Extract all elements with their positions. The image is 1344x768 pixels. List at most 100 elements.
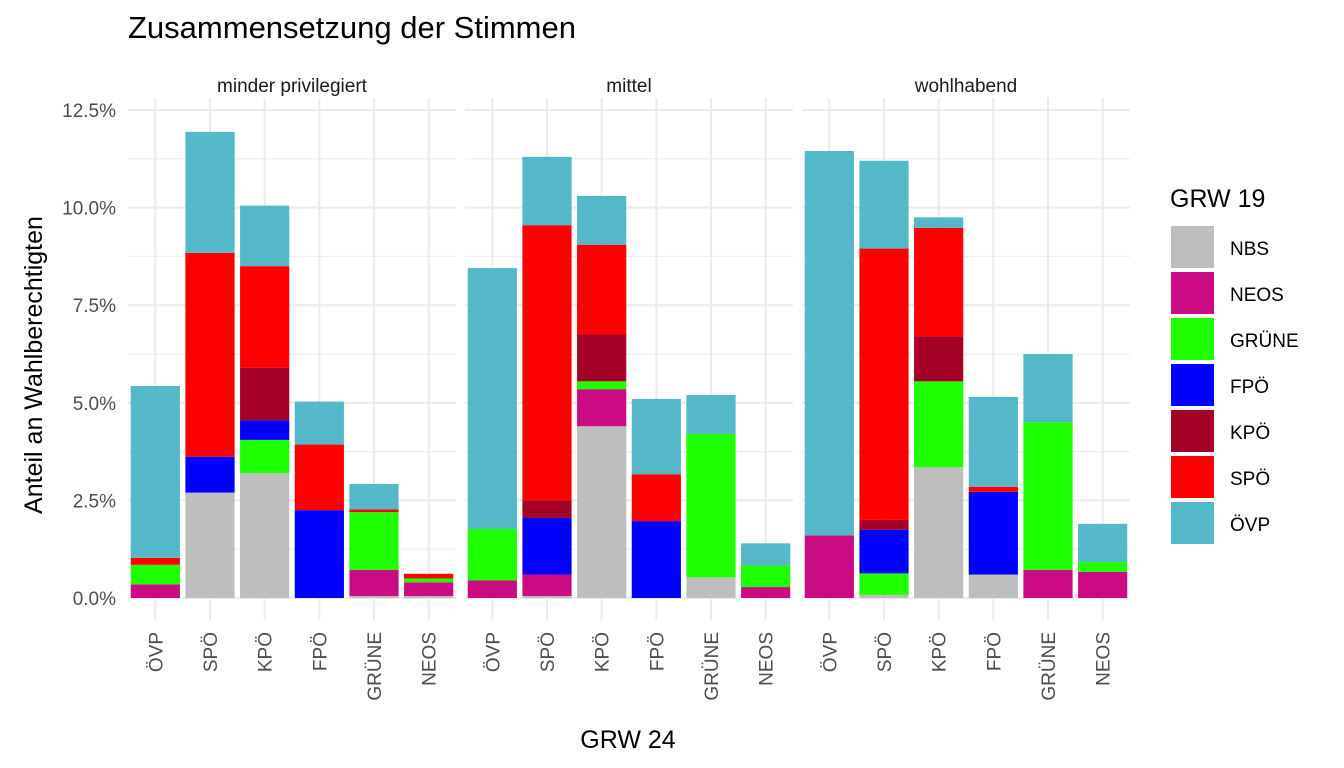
bar-segment-grüne-neos <box>1023 569 1073 598</box>
bar-segment-kpö-övp <box>914 217 964 228</box>
bar-segment-spö-grüne <box>859 573 909 595</box>
bar-segment-kpö-neos <box>577 389 627 427</box>
bar-segment-neos-övp <box>741 543 791 566</box>
bar-segment-spö-övp <box>185 131 235 253</box>
legend-label: NEOS <box>1230 285 1284 306</box>
x-tick-label: SPÖ <box>538 632 559 672</box>
x-tick-label: FPÖ <box>310 632 331 671</box>
bar-segment-neos-spö <box>404 573 454 579</box>
bar-segment-spö-nbs <box>859 594 909 598</box>
bar-segment-grüne-spö <box>349 509 399 513</box>
y-tick-label: 0.0% <box>73 589 116 610</box>
panel-2: mittel ÖVP SPÖ KPÖ FPÖ GRÜNE NEOS <box>465 76 793 701</box>
legend-swatch <box>1171 456 1214 498</box>
legend-item-nbs: NBS <box>1171 226 1269 268</box>
bar-segment-spö-kpö <box>859 519 909 530</box>
bar-segment-fpö-fpö <box>968 491 1018 575</box>
bar-segment-kpö-fpö <box>240 420 290 440</box>
x-tick-label: KPÖ <box>930 632 951 672</box>
bar-segment-fpö-fpö <box>631 521 681 598</box>
bar-segment-grüne-övp <box>686 394 736 435</box>
x-tick-label: GRÜNE <box>1039 632 1060 701</box>
bar-segment-spö-spö <box>185 252 235 457</box>
bar-segment-övp-grüne <box>130 564 180 585</box>
bar-segment-spö-fpö <box>185 456 235 493</box>
legend-swatch <box>1171 502 1214 544</box>
panel-strip-label: minder privilegiert <box>217 76 368 97</box>
legend-label: SPÖ <box>1230 469 1270 490</box>
bar-segment-spö-kpö <box>522 500 572 518</box>
legend-swatch <box>1171 410 1214 452</box>
y-tick-label: 10.0% <box>62 199 116 220</box>
bar-segment-fpö-nbs <box>968 574 1018 598</box>
bar-segment-neos-nbs <box>404 596 454 598</box>
bar-segment-grüne-neos <box>349 569 399 597</box>
bar-segment-neos-grüne <box>741 565 791 588</box>
bar-segment-spö-nbs <box>185 492 235 598</box>
bar-segment-kpö-grüne <box>240 439 290 474</box>
bar-segment-fpö-övp <box>631 398 681 475</box>
bar-segment-spö-fpö <box>522 517 572 575</box>
bar-segment-grüne-övp <box>349 484 399 510</box>
bar-segment-grüne-övp <box>1023 354 1073 423</box>
bar-segment-fpö-spö <box>294 444 344 511</box>
chart-panels: minder privilegiert ÖVP SPÖ KPÖ FPÖ GRÜNE NEOS… <box>128 76 1130 701</box>
bar-segment-övp-övp <box>130 386 180 558</box>
x-tick-label: NEOS <box>757 632 778 686</box>
x-tick-label: ÖVP <box>483 632 504 672</box>
panel-1: minder privilegiert ÖVP SPÖ KPÖ FPÖ GRÜNE NEOS <box>128 76 456 701</box>
y-tick-label: 7.5% <box>73 296 116 317</box>
bar-segment-kpö-nbs <box>577 426 627 598</box>
bar-segment-grüne-nbs <box>686 577 736 598</box>
panel-3: wohlhabend ÖVP SPÖ KPÖ FPÖ GRÜNE NEOS <box>802 76 1130 701</box>
bar-segment-spö-spö <box>522 225 572 501</box>
bar-segment-spö-fpö <box>859 529 909 574</box>
x-tick-label: ÖVP <box>146 632 167 672</box>
bar-segment-kpö-övp <box>240 205 290 267</box>
legend-label: ÖVP <box>1230 515 1270 536</box>
legend-label: FPÖ <box>1230 377 1269 398</box>
legend-label: GRÜNE <box>1230 331 1299 352</box>
bar-segment-övp-övp <box>804 150 854 536</box>
legend-item-neos: NEOS <box>1171 272 1284 314</box>
y-tick-label: 2.5% <box>73 491 116 512</box>
bar-segment-neos-neos <box>741 587 791 598</box>
y-axis: 0.0% 2.5% 5.0% 7.5% 10.0% 12.5% <box>62 101 116 610</box>
bar-segment-kpö-spö <box>914 227 964 337</box>
bar-segment-grüne-nbs <box>349 596 399 598</box>
x-tick-label: FPÖ <box>984 632 1005 671</box>
bar-segment-spö-övp <box>859 160 909 249</box>
x-tick-label: GRÜNE <box>365 632 386 701</box>
bar-segment-neos-övp <box>1078 523 1128 563</box>
legend-item-kpö: KPÖ <box>1171 410 1270 452</box>
bar-segment-grüne-grüne <box>349 512 399 570</box>
legend-swatch <box>1171 364 1214 406</box>
chart-title: Zusammensetzung der Stimmen <box>128 10 576 45</box>
legend-item-övp: ÖVP <box>1171 502 1270 544</box>
legend: GRW 19 NBS NEOS GRÜNE FPÖ KPÖ SPÖ ÖVP <box>1170 185 1299 544</box>
bar-segment-fpö-övp <box>294 401 344 445</box>
panel-strip-label: mittel <box>606 76 651 97</box>
y-tick-label: 12.5% <box>62 101 116 122</box>
x-tick-label: KPÖ <box>593 632 614 672</box>
bar-segment-övp-neos <box>130 584 180 598</box>
legend-item-spö: SPÖ <box>1171 456 1270 498</box>
legend-item-fpö: FPÖ <box>1171 364 1269 406</box>
bar-segment-kpö-kpö <box>577 334 627 382</box>
legend-swatch <box>1171 226 1214 268</box>
legend-items: NBS NEOS GRÜNE FPÖ KPÖ SPÖ ÖVP <box>1171 226 1299 544</box>
bar-segment-övp-grüne <box>467 528 517 581</box>
bar-segment-fpö-övp <box>968 396 1018 487</box>
x-tick-label: NEOS <box>420 632 441 686</box>
bar-segment-neos-neos <box>1078 571 1128 598</box>
legend-label: NBS <box>1230 239 1269 260</box>
bar-segment-spö-spö <box>859 248 909 520</box>
legend-swatch <box>1171 318 1214 360</box>
bar-segment-kpö-nbs <box>914 467 964 598</box>
x-tick-label: SPÖ <box>875 632 896 672</box>
bar-segment-grüne-grüne <box>1023 422 1073 570</box>
legend-label: KPÖ <box>1230 423 1270 444</box>
x-tick-label: GRÜNE <box>702 632 723 701</box>
bar-segment-kpö-kpö <box>914 336 964 382</box>
